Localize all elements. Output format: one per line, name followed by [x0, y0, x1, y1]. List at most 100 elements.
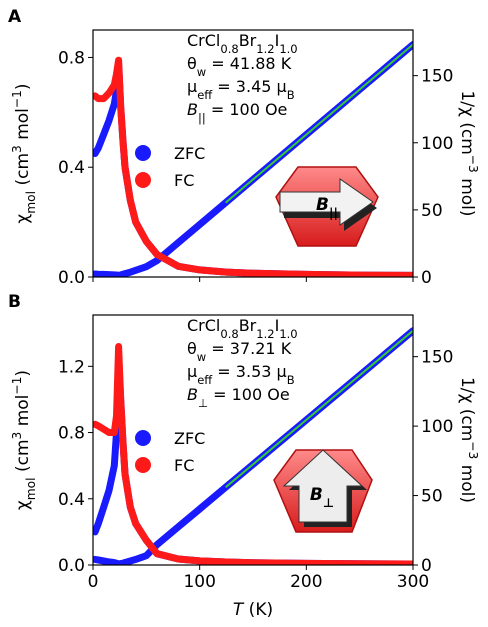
- y-axis-label-part: χ: [13, 214, 33, 224]
- y2-tick-label: 0: [421, 268, 432, 288]
- legend-label: ZFC: [174, 429, 205, 448]
- y-axis-label-sup: −1: [10, 377, 24, 395]
- y-axis-label-sub: mol: [24, 191, 38, 214]
- y-axis-label-part: ): [13, 370, 33, 377]
- legend-marker: [135, 145, 151, 161]
- annotation-sub: 1.2: [256, 327, 274, 341]
- annotation-sub: w: [197, 65, 206, 79]
- y-tick-label: 1.2: [58, 357, 85, 377]
- y2-tick-label: 150: [421, 348, 453, 368]
- y-axis-label-part: (cm: [13, 439, 33, 477]
- y-tick-label: 0.0: [58, 268, 85, 288]
- y-axis-label: χmol (cm3 mol−1): [10, 83, 38, 223]
- y2-tick-label: 0: [421, 556, 432, 576]
- annotation-sub: w: [197, 350, 206, 364]
- annotation-sub: 1.0: [279, 327, 297, 341]
- plot-frame: [92, 314, 414, 566]
- annotation: B⊥ = 100 Oe: [187, 385, 290, 410]
- annotation-part: = 3.45 μ: [212, 77, 286, 96]
- annotation-sub: B: [287, 88, 295, 102]
- annotation-part: μ: [187, 362, 197, 381]
- y-tick-label: 0.4: [58, 158, 85, 178]
- annotation: B|| = 100 Oe: [187, 100, 287, 126]
- annotation: μeff = 3.53 μB: [187, 362, 295, 387]
- y-axis-label: χmol (cm3 mol−1): [10, 370, 38, 510]
- annotation-part: = 100 Oe: [208, 385, 290, 404]
- panel-label: B: [8, 292, 21, 312]
- legend-label: ZFC: [174, 144, 205, 163]
- annotation-part: θ: [187, 54, 197, 73]
- y2-tick-label: 50: [421, 487, 443, 507]
- icon-label: B⊥: [310, 485, 334, 510]
- annotation-part: = 41.88 K: [206, 54, 291, 73]
- y2-axis-label-part: mol): [457, 459, 477, 503]
- y-axis-label-sub: mol: [24, 477, 38, 500]
- y2-tick-label: 100: [421, 417, 453, 437]
- legend-marker: [135, 172, 151, 188]
- y2-axis-label-part: 1/χ (cm: [457, 90, 477, 154]
- annotation: CrCl0.8Br1.2I1.0: [187, 316, 298, 341]
- annotation-sub: eff: [197, 373, 213, 387]
- annotation-sub: ||: [198, 111, 206, 126]
- annotation-part: I: [275, 31, 280, 50]
- y2-axis-label-part: 1/χ (cm: [457, 377, 477, 441]
- y2-axis-label-part: mol): [457, 173, 477, 217]
- y-axis-label-sup: −1: [10, 90, 24, 108]
- annotation-sub: 1.0: [279, 42, 297, 56]
- field-icon: [275, 166, 379, 247]
- y-tick-label: 0.8: [58, 48, 85, 68]
- y-tick-label: 0.0: [58, 556, 85, 576]
- legend-marker: [135, 430, 151, 446]
- fit-line: [225, 43, 413, 204]
- annotation-italic: B: [187, 100, 198, 119]
- y2-axis-label-sup: −3: [466, 155, 480, 173]
- y-tick-label: 0.4: [58, 490, 85, 510]
- icon-label-italic: B: [310, 485, 323, 505]
- annotation-sub: ⊥: [198, 396, 208, 410]
- y2-tick-label: 50: [421, 201, 443, 221]
- annotation-sub: eff: [197, 88, 213, 102]
- annotation-part: Br: [239, 31, 257, 50]
- x-axis-label-part: (K): [243, 600, 273, 620]
- y-axis-label-part: (cm: [13, 153, 33, 191]
- y-axis-label-part: ): [13, 83, 33, 90]
- annotation-sub: B: [287, 373, 295, 387]
- icon-label-sub: ⊥: [323, 496, 334, 510]
- x-tick-label: 0: [88, 572, 99, 592]
- annotation: μeff = 3.45 μB: [187, 77, 295, 102]
- annotation-part: = 100 Oe: [206, 100, 288, 119]
- y-axis-label-sup: 3: [10, 145, 24, 153]
- y-axis-label-part: mol: [13, 108, 33, 145]
- annotation: θw = 41.88 K: [187, 54, 292, 79]
- legend-label: FC: [174, 456, 194, 475]
- legend-marker: [135, 457, 151, 473]
- annotation-sub: 0.8: [220, 42, 238, 56]
- annotation-part: = 37.21 K: [206, 339, 291, 358]
- icon-label-sub: ||: [329, 206, 338, 221]
- fit-line: [225, 329, 413, 488]
- y-axis-label-sup: 3: [10, 432, 24, 440]
- data-line: [93, 56, 413, 277]
- x-tick-label: 200: [290, 572, 322, 592]
- y2-axis-label: 1/χ (cm−3 mol): [457, 90, 480, 216]
- annotation-part: = 3.53 μ: [212, 362, 286, 381]
- y2-tick-label: 150: [421, 67, 453, 87]
- annotation-part: I: [275, 316, 280, 335]
- panel-label: A: [8, 7, 22, 27]
- annotation-part: CrCl: [187, 31, 220, 50]
- field-icon: [273, 449, 373, 533]
- x-tick-label: 100: [183, 572, 215, 592]
- annotation-part: Br: [239, 316, 257, 335]
- y-axis-label-part: χ: [13, 500, 33, 510]
- x-axis-label: T (K): [233, 600, 273, 620]
- annotation-sub: 0.8: [220, 327, 238, 341]
- y2-tick-label: 100: [421, 134, 453, 154]
- legend-label: FC: [174, 171, 194, 190]
- annotation-part: μ: [187, 77, 197, 96]
- annotation-sub: 1.2: [256, 42, 274, 56]
- annotation: θw = 37.21 K: [187, 339, 292, 364]
- y-tick-label: 0.8: [58, 424, 85, 444]
- y-axis-label-part: mol: [13, 395, 33, 432]
- x-tick-label: 300: [397, 572, 429, 592]
